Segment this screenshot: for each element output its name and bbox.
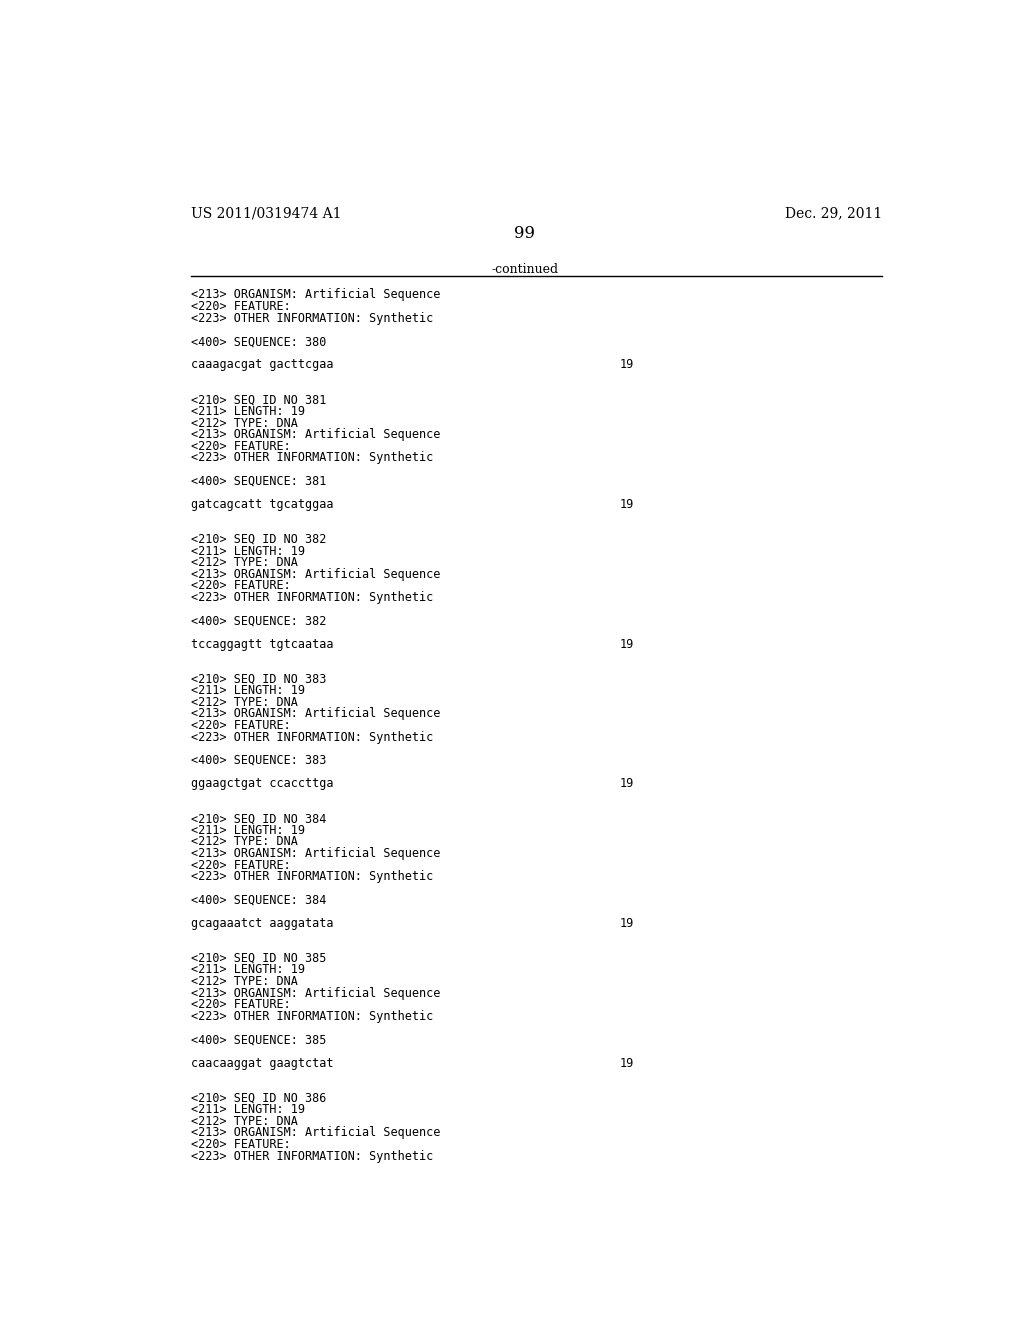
Text: <213> ORGANISM: Artificial Sequence: <213> ORGANISM: Artificial Sequence xyxy=(191,708,441,721)
Text: <223> OTHER INFORMATION: Synthetic: <223> OTHER INFORMATION: Synthetic xyxy=(191,731,434,743)
Text: <210> SEQ ID NO 385: <210> SEQ ID NO 385 xyxy=(191,952,327,965)
Text: <212> TYPE: DNA: <212> TYPE: DNA xyxy=(191,1115,298,1127)
Text: 19: 19 xyxy=(620,638,634,651)
Text: US 2011/0319474 A1: US 2011/0319474 A1 xyxy=(191,206,342,220)
Text: <210> SEQ ID NO 382: <210> SEQ ID NO 382 xyxy=(191,533,327,546)
Text: <220> FEATURE:: <220> FEATURE: xyxy=(191,300,291,313)
Text: 19: 19 xyxy=(620,1056,634,1069)
Text: <212> TYPE: DNA: <212> TYPE: DNA xyxy=(191,696,298,709)
Text: <223> OTHER INFORMATION: Synthetic: <223> OTHER INFORMATION: Synthetic xyxy=(191,870,434,883)
Text: <223> OTHER INFORMATION: Synthetic: <223> OTHER INFORMATION: Synthetic xyxy=(191,1150,434,1163)
Text: <223> OTHER INFORMATION: Synthetic: <223> OTHER INFORMATION: Synthetic xyxy=(191,451,434,465)
Text: <213> ORGANISM: Artificial Sequence: <213> ORGANISM: Artificial Sequence xyxy=(191,987,441,999)
Text: <400> SEQUENCE: 384: <400> SEQUENCE: 384 xyxy=(191,894,327,907)
Text: <211> LENGTH: 19: <211> LENGTH: 19 xyxy=(191,1104,305,1117)
Text: <400> SEQUENCE: 385: <400> SEQUENCE: 385 xyxy=(191,1034,327,1047)
Text: <220> FEATURE:: <220> FEATURE: xyxy=(191,579,291,593)
Text: <211> LENGTH: 19: <211> LENGTH: 19 xyxy=(191,824,305,837)
Text: <213> ORGANISM: Artificial Sequence: <213> ORGANISM: Artificial Sequence xyxy=(191,289,441,301)
Text: <223> OTHER INFORMATION: Synthetic: <223> OTHER INFORMATION: Synthetic xyxy=(191,312,434,325)
Text: <212> TYPE: DNA: <212> TYPE: DNA xyxy=(191,975,298,989)
Text: <210> SEQ ID NO 386: <210> SEQ ID NO 386 xyxy=(191,1092,327,1105)
Text: Dec. 29, 2011: Dec. 29, 2011 xyxy=(784,206,882,220)
Text: 19: 19 xyxy=(620,777,634,791)
Text: <223> OTHER INFORMATION: Synthetic: <223> OTHER INFORMATION: Synthetic xyxy=(191,1010,434,1023)
Text: 19: 19 xyxy=(620,358,634,371)
Text: <212> TYPE: DNA: <212> TYPE: DNA xyxy=(191,556,298,569)
Text: <220> FEATURE:: <220> FEATURE: xyxy=(191,440,291,453)
Text: <220> FEATURE:: <220> FEATURE: xyxy=(191,719,291,733)
Text: <213> ORGANISM: Artificial Sequence: <213> ORGANISM: Artificial Sequence xyxy=(191,1126,441,1139)
Text: <220> FEATURE:: <220> FEATURE: xyxy=(191,859,291,871)
Text: <220> FEATURE:: <220> FEATURE: xyxy=(191,1138,291,1151)
Text: <400> SEQUENCE: 381: <400> SEQUENCE: 381 xyxy=(191,475,327,487)
Text: -continued: -continued xyxy=(492,263,558,276)
Text: <400> SEQUENCE: 382: <400> SEQUENCE: 382 xyxy=(191,614,327,627)
Text: <210> SEQ ID NO 384: <210> SEQ ID NO 384 xyxy=(191,812,327,825)
Text: <220> FEATURE:: <220> FEATURE: xyxy=(191,998,291,1011)
Text: <213> ORGANISM: Artificial Sequence: <213> ORGANISM: Artificial Sequence xyxy=(191,428,441,441)
Text: gcagaaatct aaggatata: gcagaaatct aaggatata xyxy=(191,917,334,929)
Text: <213> ORGANISM: Artificial Sequence: <213> ORGANISM: Artificial Sequence xyxy=(191,847,441,861)
Text: <211> LENGTH: 19: <211> LENGTH: 19 xyxy=(191,405,305,418)
Text: <211> LENGTH: 19: <211> LENGTH: 19 xyxy=(191,964,305,977)
Text: gatcagcatt tgcatggaa: gatcagcatt tgcatggaa xyxy=(191,498,334,511)
Text: tccaggagtt tgtcaataa: tccaggagtt tgtcaataa xyxy=(191,638,334,651)
Text: caaagacgat gacttcgaa: caaagacgat gacttcgaa xyxy=(191,358,334,371)
Text: 19: 19 xyxy=(620,917,634,929)
Text: caacaaggat gaagtctat: caacaaggat gaagtctat xyxy=(191,1056,334,1069)
Text: <210> SEQ ID NO 383: <210> SEQ ID NO 383 xyxy=(191,673,327,685)
Text: <212> TYPE: DNA: <212> TYPE: DNA xyxy=(191,417,298,429)
Text: 19: 19 xyxy=(620,498,634,511)
Text: <400> SEQUENCE: 380: <400> SEQUENCE: 380 xyxy=(191,335,327,348)
Text: 99: 99 xyxy=(514,226,536,243)
Text: <210> SEQ ID NO 381: <210> SEQ ID NO 381 xyxy=(191,393,327,407)
Text: <213> ORGANISM: Artificial Sequence: <213> ORGANISM: Artificial Sequence xyxy=(191,568,441,581)
Text: <400> SEQUENCE: 383: <400> SEQUENCE: 383 xyxy=(191,754,327,767)
Text: <211> LENGTH: 19: <211> LENGTH: 19 xyxy=(191,684,305,697)
Text: ggaagctgat ccaccttga: ggaagctgat ccaccttga xyxy=(191,777,334,791)
Text: <212> TYPE: DNA: <212> TYPE: DNA xyxy=(191,836,298,849)
Text: <211> LENGTH: 19: <211> LENGTH: 19 xyxy=(191,545,305,557)
Text: <223> OTHER INFORMATION: Synthetic: <223> OTHER INFORMATION: Synthetic xyxy=(191,591,434,605)
